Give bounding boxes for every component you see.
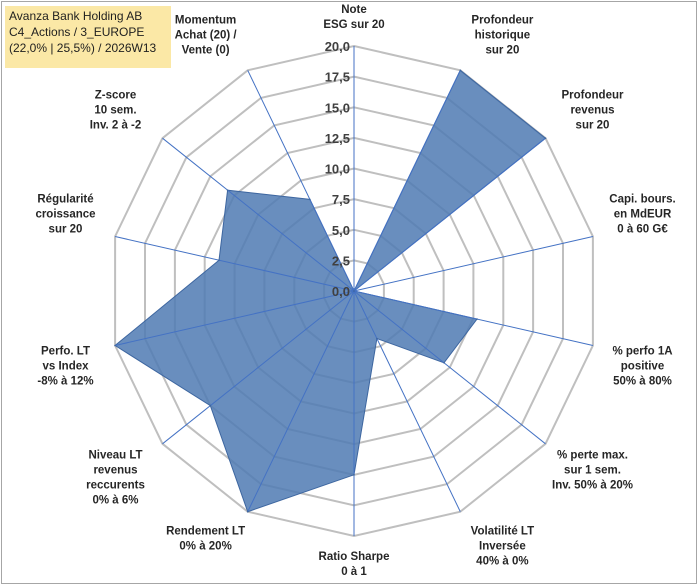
title-line-1: Avanza Bank Holding AB [9, 9, 143, 23]
data-point [309, 198, 311, 201]
data-point [476, 318, 478, 320]
tick-label: 20,0 [325, 39, 350, 54]
tick-label: 7,5 [332, 192, 350, 207]
axis-label: Note ESG sur 20 [323, 4, 384, 31]
axis-label: Perfo. LT vs Index -8% à 12% [37, 346, 93, 388]
axis-label: % perfo 1A positive 50% à 80% [612, 346, 672, 388]
axis-label: Rendement LT 0% à 20% [166, 525, 245, 552]
axis-label: Profondeur historique sur 20 [471, 15, 533, 57]
title-line-3: (22,0% | 25,5%) / 2026W13 [9, 41, 157, 55]
axis-spoke [162, 137, 355, 292]
data-point [209, 404, 212, 407]
axis-label: % perte max. sur 1 sem. Inv. 50% à 20% [552, 450, 633, 492]
data-point [376, 337, 378, 340]
axis-label: Niveau LT revenus reccurents 0% à 6% [86, 450, 145, 507]
data-point [246, 510, 249, 513]
axis-label: Capi. bours. en MdEUR 0 à 60 G€ [609, 193, 675, 235]
data-point [443, 362, 445, 364]
axis-label: Volatilité LT Inversée 40% à 0% [471, 525, 534, 567]
axis-spoke [114, 290, 355, 346]
tick-label: 0,0 [332, 284, 350, 299]
axis-spoke [353, 236, 594, 292]
axis-spoke [247, 70, 355, 292]
axis-spoke [247, 290, 355, 512]
tick-label: 10,0 [325, 162, 350, 177]
tick-label: 5,0 [332, 223, 350, 238]
axis-spoke [353, 290, 546, 445]
tick-label: 2,5 [332, 253, 350, 268]
axis-spoke [162, 290, 355, 445]
tick-label: 15,0 [325, 100, 350, 115]
data-point [544, 137, 547, 139]
data-point [353, 290, 355, 292]
tick-label: 12,5 [325, 131, 350, 146]
axis-label: Ratio Sharpe 0 à 1 [319, 551, 390, 578]
data-point [114, 344, 116, 347]
axis-spoke [114, 236, 355, 292]
axis-label: Momentum Achat (20) / Vente (0) [175, 15, 238, 57]
data-point [226, 189, 229, 191]
chart-title-box: Avanza Bank Holding AB C4_Actions / 3_EU… [5, 6, 171, 68]
axis-spoke [353, 290, 594, 346]
axis-label: Profondeur revenus sur 20 [562, 90, 624, 132]
data-point [218, 259, 220, 262]
axis-label: Régularité croissance sur 20 [35, 193, 95, 235]
axis-spoke [353, 70, 461, 292]
tick-label: 17,5 [325, 70, 350, 85]
data-point [353, 474, 355, 476]
axis-label: Z-score 10 sem. Inv. 2 à -2 [90, 90, 142, 132]
axis-spoke [353, 290, 461, 512]
axis-spoke [353, 137, 546, 292]
data-point [459, 69, 462, 72]
title-line-2: C4_Actions / 3_EUROPE [9, 25, 145, 39]
